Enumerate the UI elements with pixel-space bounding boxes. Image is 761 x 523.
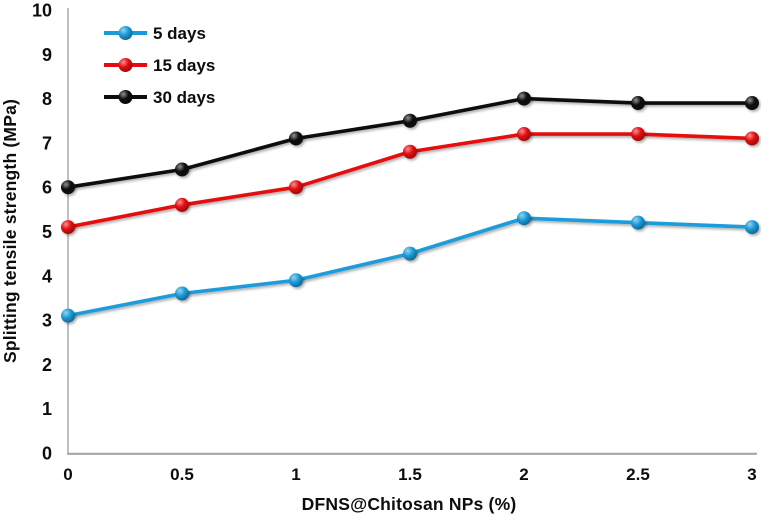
legend-swatch-marker: [118, 26, 133, 40]
data-point-marker: [175, 162, 189, 177]
data-point-marker: [61, 220, 75, 235]
data-point-marker: [403, 246, 417, 261]
x-axis-title: DFNS@Chitosan NPs (%): [302, 494, 517, 514]
data-point-marker: [631, 96, 645, 111]
legend: 5 days 15 days 30 days: [104, 24, 215, 107]
legend-label: 15 days: [153, 56, 215, 75]
data-point-marker: [745, 96, 759, 111]
data-point-marker: [517, 127, 531, 142]
y-tick-label: 2: [42, 355, 52, 375]
x-tick-label: 1: [291, 465, 300, 484]
data-point-marker: [631, 127, 645, 142]
x-tick-label: 2.5: [626, 465, 650, 484]
legend-swatch-marker: [118, 90, 133, 104]
data-point-marker: [517, 211, 531, 226]
x-tick-label: 3: [747, 465, 756, 484]
data-point-marker: [175, 197, 189, 212]
y-axis-title: Splitting tensile strength (MPa): [0, 99, 20, 363]
y-tick-label: 6: [42, 178, 52, 198]
y-tick-label: 8: [42, 89, 52, 109]
series-30-days: [61, 91, 759, 195]
y-tick-label: 9: [42, 45, 52, 65]
data-point-marker: [61, 180, 75, 195]
data-point-marker: [517, 91, 531, 106]
data-point-marker: [403, 113, 417, 128]
legend-label: 5 days: [153, 24, 206, 43]
data-point-marker: [175, 286, 189, 301]
legend-label: 30 days: [153, 88, 215, 107]
data-point-marker: [745, 131, 759, 146]
data-point-marker: [403, 144, 417, 159]
data-point-marker: [289, 180, 303, 195]
data-point-marker: [289, 273, 303, 288]
data-point-marker: [289, 131, 303, 146]
legend-item: 15 days: [104, 56, 215, 75]
y-tick-label: 7: [42, 133, 52, 153]
y-axis-tick-labels: 0 1 2 3 4 5 6 7 8 9 10: [32, 1, 52, 464]
legend-item: 5 days: [104, 24, 206, 43]
legend-swatch-marker: [118, 58, 133, 72]
series-15-days: [61, 127, 759, 235]
data-point-marker: [631, 215, 645, 230]
y-tick-label: 0: [42, 444, 52, 464]
series-line: [66, 96, 754, 189]
x-tick-label: 2: [519, 465, 528, 484]
series-5-days: [61, 211, 759, 323]
legend-item: 30 days: [104, 88, 215, 107]
y-tick-label: 1: [42, 399, 52, 419]
y-tick-label: 10: [32, 1, 52, 21]
data-point-marker: [745, 220, 759, 235]
data-point-marker: [61, 308, 75, 323]
x-tick-label: 1.5: [398, 465, 422, 484]
y-tick-label: 4: [42, 266, 52, 286]
y-tick-label: 3: [42, 311, 52, 331]
series-line: [66, 216, 754, 318]
y-tick-label: 5: [42, 222, 52, 242]
x-tick-label: 0.5: [170, 465, 194, 484]
x-tick-label: 0: [63, 465, 72, 484]
x-axis-tick-labels: 0 0.5 1 1.5 2 2.5 3: [63, 465, 756, 484]
plot-series: [61, 91, 759, 323]
